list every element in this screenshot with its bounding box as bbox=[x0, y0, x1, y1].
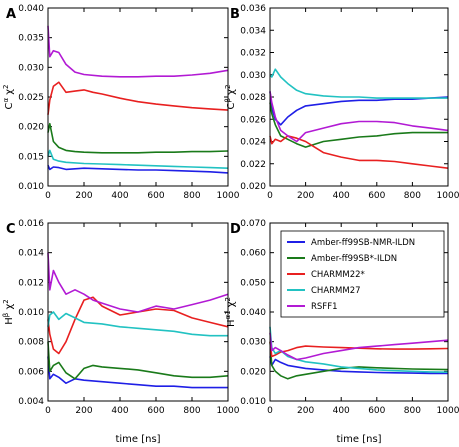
y-tick-label: 0.036 bbox=[240, 4, 266, 14]
series-line bbox=[47, 252, 229, 313]
y-axis-label: Hα1 χ2 bbox=[224, 297, 237, 327]
x-tick-label: 400 bbox=[333, 406, 350, 416]
y-tick-label: 0.030 bbox=[240, 338, 266, 348]
x-tick-label: 800 bbox=[183, 191, 200, 201]
y-tick-label: 0.020 bbox=[240, 367, 266, 377]
y-tick-label: 0.040 bbox=[18, 4, 44, 14]
y-tick-label: 0.025 bbox=[18, 93, 44, 103]
x-tick-label: 400 bbox=[111, 191, 128, 201]
y-tick-label: 0.070 bbox=[240, 219, 266, 229]
x-tick-label: 600 bbox=[368, 406, 385, 416]
series-line bbox=[269, 356, 448, 375]
x-tick-label: 200 bbox=[297, 191, 314, 201]
x-tick-label: 1000 bbox=[437, 191, 459, 201]
x-tick-label: 200 bbox=[75, 191, 92, 201]
y-axis-label: Cβ χ2 bbox=[224, 85, 237, 110]
x-tick-label: 1000 bbox=[437, 406, 459, 416]
panel-label: C bbox=[6, 222, 16, 237]
x-tick-label: 0 bbox=[45, 191, 51, 201]
series-line bbox=[47, 81, 229, 115]
y-tick-label: 0.006 bbox=[18, 367, 44, 377]
y-tick-label: 0.022 bbox=[240, 160, 266, 170]
y-tick-label: 0.040 bbox=[240, 308, 266, 318]
plot-frame bbox=[269, 222, 449, 402]
series-line bbox=[47, 341, 229, 380]
series-line bbox=[47, 149, 229, 169]
legend-label: Amber-ff99SB*-ILDN bbox=[311, 254, 397, 264]
y-tick-label: 0.060 bbox=[240, 249, 266, 259]
legend-label: CHARMM27 bbox=[311, 286, 361, 296]
y-tick-label: 0.035 bbox=[18, 34, 44, 44]
y-tick-label: 0.010 bbox=[240, 397, 266, 407]
series-line bbox=[47, 164, 229, 174]
y-tick-label: 0.012 bbox=[18, 278, 44, 288]
y-tick-label: 0.010 bbox=[18, 182, 44, 192]
panel-b: B 0.020 0.022 0.024 0.026 0.028 0.030 0.032 0.03… bbox=[224, 4, 459, 201]
panel-label: A bbox=[6, 7, 16, 22]
legend: Amber-ff99SB-NMR-ILDN Amber-ff99SB*-ILDN C… bbox=[280, 230, 445, 318]
y-tick-label: 0.020 bbox=[18, 123, 44, 133]
panel-d: D 0.010 0.020 0.030 0.040 0.050 0.060 0.070 0 200… bbox=[224, 219, 459, 416]
x-tick-label: 1000 bbox=[217, 406, 240, 416]
y-tick-label: 0.050 bbox=[240, 278, 266, 288]
series-line bbox=[269, 332, 449, 361]
x-tick-label: 0 bbox=[267, 406, 273, 416]
y-tick-label: 0.030 bbox=[240, 71, 266, 81]
x-tick-label: 600 bbox=[147, 406, 164, 416]
panel-label: D bbox=[230, 222, 241, 237]
panel-a: A 0.010 0.015 0.020 0.025 0.030 0.035 0.040 0 200… bbox=[2, 4, 240, 201]
plot-frame bbox=[47, 7, 229, 187]
series-line bbox=[47, 356, 228, 389]
y-tick-label: 0.014 bbox=[18, 249, 44, 259]
panel-label: B bbox=[230, 7, 240, 22]
y-axis-label: Cα χ2 bbox=[2, 84, 15, 109]
series-line bbox=[269, 68, 448, 99]
x-tick-label: 600 bbox=[368, 191, 385, 201]
series-line bbox=[269, 326, 449, 373]
y-axis-label: Hβ χ2 bbox=[2, 299, 15, 324]
plot-frame bbox=[47, 222, 229, 402]
x-tick-label: 800 bbox=[404, 191, 421, 201]
series-line bbox=[269, 135, 449, 169]
x-tick-label: 0 bbox=[45, 406, 51, 416]
x-tick-label: 200 bbox=[75, 406, 92, 416]
y-tick-label: 0.024 bbox=[240, 138, 266, 148]
x-axis-label-left: time [ns] bbox=[115, 434, 160, 445]
x-tick-label: 400 bbox=[111, 406, 128, 416]
y-tick-label: 0.008 bbox=[18, 338, 44, 348]
y-tick-label: 0.028 bbox=[240, 93, 266, 103]
legend-box bbox=[280, 230, 445, 318]
series-line bbox=[269, 91, 449, 143]
series-line bbox=[47, 296, 229, 355]
series-line bbox=[269, 341, 449, 380]
y-tick-label: 0.026 bbox=[240, 115, 266, 125]
y-tick-label: 0.015 bbox=[18, 152, 44, 162]
panel-c: C 0.004 0.006 0.008 0.010 0.012 0.014 0.016 0 200… bbox=[2, 219, 240, 416]
y-tick-label: 0.016 bbox=[18, 219, 44, 229]
series-line bbox=[269, 341, 449, 358]
legend-label: Amber-ff99SB-NMR-ILDN bbox=[311, 238, 415, 248]
x-tick-label: 600 bbox=[147, 191, 164, 201]
y-tick-label: 0.032 bbox=[240, 49, 266, 59]
plot-frame bbox=[269, 7, 449, 187]
legend-label: RSFF1 bbox=[311, 302, 338, 312]
x-tick-label: 0 bbox=[267, 191, 273, 201]
y-tick-label: 0.004 bbox=[18, 397, 44, 407]
y-tick-label: 0.034 bbox=[240, 26, 266, 36]
y-tick-label: 0.030 bbox=[18, 63, 44, 73]
legend-label: CHARMM22* bbox=[311, 270, 365, 280]
series-line bbox=[47, 25, 229, 78]
x-tick-label: 200 bbox=[297, 406, 314, 416]
series-line bbox=[47, 311, 228, 337]
x-tick-label: 1000 bbox=[217, 191, 240, 201]
x-tick-label: 800 bbox=[183, 406, 200, 416]
y-tick-label: 0.010 bbox=[18, 308, 44, 318]
y-tick-label: 0.020 bbox=[240, 182, 266, 192]
x-tick-label: 800 bbox=[404, 406, 421, 416]
series-line bbox=[269, 102, 448, 148]
x-tick-label: 400 bbox=[333, 191, 350, 201]
series-line bbox=[47, 122, 229, 154]
x-axis-label-right: time [ns] bbox=[336, 434, 381, 445]
